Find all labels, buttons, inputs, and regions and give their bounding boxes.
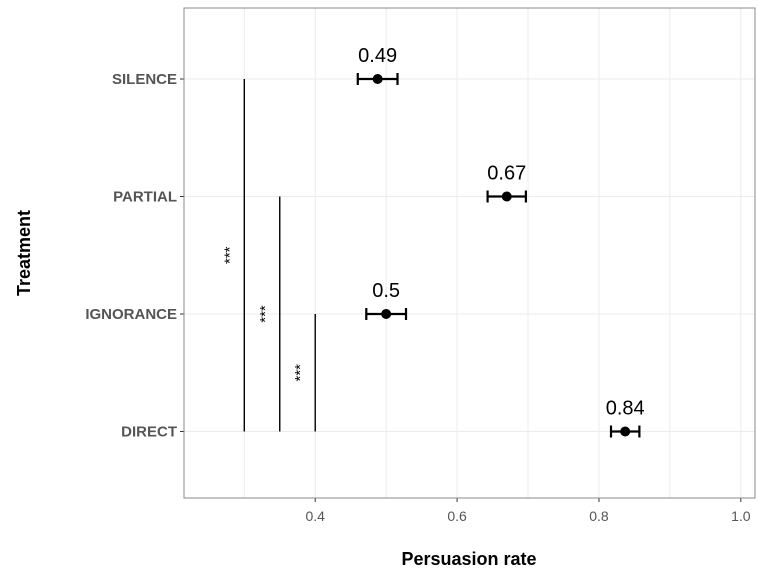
x-tick-label: 0.4 bbox=[305, 508, 325, 524]
point-layer bbox=[356, 73, 641, 438]
data-value-label: 0.49 bbox=[358, 45, 397, 67]
x-tick-label: 1.0 bbox=[731, 508, 751, 524]
y-category-label: DIRECT bbox=[121, 424, 177, 441]
significance-label: *** bbox=[292, 364, 309, 382]
x-axis-title: Persuasion rate bbox=[401, 549, 536, 569]
significance-layer: *** *** *** bbox=[221, 79, 316, 432]
data-point bbox=[501, 191, 512, 202]
data-point bbox=[620, 426, 631, 437]
y-category-label: SILENCE bbox=[112, 71, 177, 88]
significance-label: *** bbox=[257, 305, 274, 323]
data-point bbox=[381, 309, 392, 319]
y-category-label: IGNORANCE bbox=[85, 306, 177, 323]
data-point bbox=[372, 74, 383, 84]
label-layer: 0.4 0.6 0.8 1.0 SILENCE PARTIAL IGNORANCE DIREC… bbox=[85, 45, 750, 524]
data-value-label: 0.67 bbox=[487, 163, 526, 185]
x-tick-label: 0.6 bbox=[447, 508, 467, 524]
y-category-label: PARTIAL bbox=[113, 189, 177, 206]
significance-label: *** bbox=[221, 246, 238, 264]
data-value-label: 0.5 bbox=[372, 280, 400, 302]
x-tick-label: 0.8 bbox=[589, 508, 609, 524]
data-value-label: 0.84 bbox=[606, 398, 645, 420]
grid-layer bbox=[180, 8, 755, 502]
plot-panel-border bbox=[183, 7, 756, 499]
y-axis-title: Treatment bbox=[14, 210, 34, 296]
